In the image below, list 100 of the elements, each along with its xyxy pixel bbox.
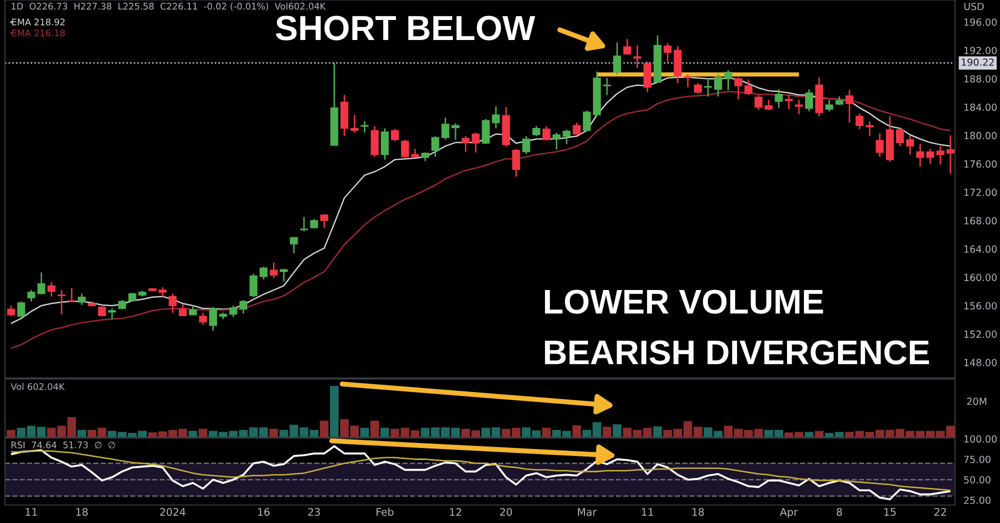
candlestick bbox=[603, 77, 611, 96]
candlestick bbox=[734, 76, 742, 100]
candlestick bbox=[290, 236, 298, 254]
candlestick bbox=[401, 139, 409, 158]
y-tick-label: 188.00 bbox=[964, 75, 997, 83]
candlestick bbox=[946, 134, 954, 174]
x-tick-label: 18 bbox=[76, 508, 88, 516]
candlestick bbox=[532, 126, 540, 137]
y-tick-label: 160.00 bbox=[964, 274, 997, 282]
candlestick bbox=[704, 77, 712, 98]
annotation: SHORT BELOW bbox=[276, 16, 536, 40]
candlestick bbox=[250, 273, 258, 298]
candlestick bbox=[744, 78, 752, 96]
candlestick bbox=[794, 99, 803, 115]
x-tick-label: 18 bbox=[692, 508, 704, 516]
y-tick-label: 164.00 bbox=[964, 245, 997, 253]
legend-label: EMA 218.92 bbox=[12, 18, 65, 26]
candlestick bbox=[582, 110, 591, 132]
bar bbox=[814, 430, 824, 437]
candlestick bbox=[300, 216, 308, 232]
candlestick bbox=[724, 70, 732, 91]
text: USD bbox=[964, 2, 984, 10]
bar bbox=[370, 420, 380, 437]
candlestick bbox=[270, 262, 278, 279]
y-tick-label: 176.00 bbox=[964, 160, 997, 168]
candlestick bbox=[239, 299, 248, 314]
candlestick bbox=[492, 106, 500, 130]
x-tick-label: 12 bbox=[450, 508, 462, 516]
y-tick-label: 50.00 bbox=[964, 476, 991, 484]
text: 20M bbox=[967, 398, 986, 406]
candlestick bbox=[260, 266, 268, 280]
candlestick bbox=[906, 134, 914, 156]
candlestick bbox=[512, 148, 520, 178]
candlestick bbox=[68, 287, 76, 303]
bar bbox=[320, 420, 329, 437]
candlestick bbox=[158, 286, 167, 298]
candlestick bbox=[845, 89, 854, 124]
candlestick bbox=[936, 145, 944, 166]
bar bbox=[188, 430, 198, 437]
candlestick bbox=[462, 135, 470, 152]
candlestick bbox=[280, 268, 288, 282]
candlestick bbox=[78, 292, 86, 306]
candlestick bbox=[350, 114, 358, 134]
candlestick bbox=[643, 61, 652, 93]
bar bbox=[612, 424, 622, 437]
candlestick bbox=[522, 135, 530, 155]
candlestick bbox=[360, 120, 369, 134]
x-tick-label: 8 bbox=[836, 508, 842, 516]
candlestick bbox=[27, 289, 36, 302]
candlestick bbox=[684, 74, 692, 88]
candlestick bbox=[17, 300, 26, 317]
candlestick bbox=[48, 282, 56, 298]
candlestick bbox=[552, 132, 560, 150]
candlestick bbox=[896, 128, 904, 147]
x-tick-label: 22 bbox=[934, 508, 946, 516]
x-tick-label: 11 bbox=[642, 508, 654, 516]
bar bbox=[542, 428, 551, 437]
bar bbox=[380, 428, 390, 437]
annotation: 1D O226.73 H227.38 L225.58 C226.11 -0.02 (-0.01%) Vol602.04K bbox=[12, 2, 326, 11]
candlestick bbox=[390, 128, 399, 142]
ref-line-label: 190.22 bbox=[962, 58, 994, 66]
annotation: LOWER VOLUME BEARISH DIVERGENCE bbox=[544, 290, 929, 364]
bar bbox=[77, 430, 86, 437]
annotation: RSI 74.64 51.73 ∅ ∅ bbox=[12, 442, 116, 448]
y-tick-label: 184.00 bbox=[964, 104, 997, 111]
candlestick bbox=[209, 306, 218, 332]
candlestick bbox=[168, 292, 177, 314]
candlestick bbox=[431, 135, 440, 158]
candlestick bbox=[926, 148, 934, 165]
candlestick bbox=[805, 88, 813, 112]
candlestick bbox=[754, 94, 762, 111]
candlestick bbox=[441, 117, 450, 140]
candlestick bbox=[320, 213, 328, 228]
y-tick-label: 168.00 bbox=[964, 217, 997, 224]
x-tick-label: Mar bbox=[578, 508, 597, 516]
x-tick-label: 2024 bbox=[160, 508, 186, 516]
candlestick bbox=[664, 42, 672, 62]
candlestick bbox=[7, 304, 16, 317]
y-tick-label: 172.00 bbox=[964, 188, 997, 196]
candlestick bbox=[613, 42, 622, 76]
candlestick bbox=[784, 94, 793, 110]
bar bbox=[572, 425, 582, 437]
candlestick bbox=[694, 82, 702, 94]
bar bbox=[653, 426, 662, 437]
candlestick bbox=[310, 218, 318, 230]
x-tick-label: Feb bbox=[376, 508, 394, 516]
y-tick-label: 152.00 bbox=[964, 330, 997, 338]
candlestick bbox=[774, 88, 783, 108]
bar bbox=[330, 386, 339, 437]
x-tick-label: Apr bbox=[780, 508, 798, 518]
candlestick bbox=[380, 128, 389, 160]
y-tick-label: 25.00 bbox=[964, 496, 991, 504]
annotation: Vol 602.04K bbox=[10, 383, 65, 390]
bar bbox=[360, 428, 369, 437]
candlestick bbox=[562, 129, 571, 145]
candlestick bbox=[452, 122, 460, 140]
candlestick bbox=[866, 120, 874, 137]
y-tick-label: 75.00 bbox=[964, 456, 991, 464]
x-tick-label: 16 bbox=[258, 508, 270, 516]
x-tick-label: 20 bbox=[500, 508, 512, 516]
